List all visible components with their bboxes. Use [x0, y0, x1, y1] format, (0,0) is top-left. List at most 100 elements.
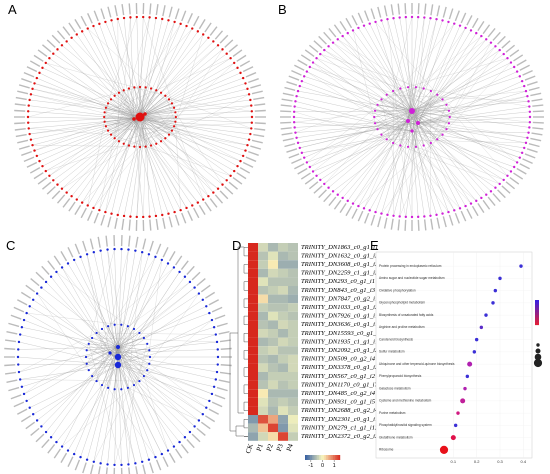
node: [135, 215, 139, 219]
heat-cell: [278, 389, 288, 398]
edge: [23, 346, 119, 395]
edge: [400, 19, 437, 146]
node-label: [404, 3, 407, 15]
edge: [294, 120, 409, 128]
heat-cell: [268, 406, 278, 415]
node: [126, 386, 129, 389]
node: [392, 141, 395, 145]
node: [435, 17, 438, 21]
node: [453, 22, 456, 25]
node: [87, 369, 90, 372]
node-label: [333, 24, 342, 35]
edge: [114, 343, 148, 465]
node: [172, 266, 176, 269]
node-label: [390, 4, 394, 16]
edge: [411, 101, 529, 112]
edge: [377, 104, 472, 204]
node: [86, 27, 89, 30]
hub: [410, 129, 414, 133]
node: [201, 413, 205, 416]
edge: [304, 110, 413, 158]
edge: [369, 23, 419, 124]
node: [520, 79, 524, 83]
edge: [109, 352, 218, 373]
node: [250, 115, 254, 119]
node: [527, 131, 530, 134]
node: [109, 133, 113, 136]
node: [66, 449, 70, 452]
edge: [117, 346, 150, 351]
y-tick-label: Cysteine and methionine metabolism: [379, 399, 432, 403]
heat-cell: [258, 423, 268, 433]
dot: [493, 288, 498, 293]
node-label: [300, 172, 311, 180]
node-label: [74, 204, 82, 215]
node-label: [168, 6, 173, 18]
edge: [143, 146, 146, 217]
node: [509, 170, 513, 173]
node: [246, 143, 249, 147]
node: [293, 105, 296, 108]
node: [72, 258, 76, 262]
edge: [145, 62, 235, 147]
edge: [342, 36, 413, 112]
node-label: [20, 415, 32, 423]
edge: [42, 67, 146, 115]
node-label: [168, 452, 176, 464]
node-label: [528, 142, 540, 148]
legend-swatch: [329, 455, 332, 460]
panel-letter: A: [8, 2, 17, 17]
node: [447, 109, 451, 112]
edge: [139, 53, 227, 118]
node-label: [42, 44, 52, 53]
node-label: [121, 4, 125, 16]
edge: [108, 103, 141, 118]
heat-cell: [278, 337, 288, 347]
heat-cell: [268, 311, 278, 321]
node: [31, 143, 34, 147]
node-label: [8, 322, 20, 328]
node: [16, 355, 20, 359]
node-label: [448, 214, 454, 226]
node: [27, 104, 30, 107]
node: [376, 128, 379, 131]
node: [106, 463, 109, 466]
node-label: [211, 401, 223, 408]
edge: [139, 90, 157, 118]
node: [376, 103, 379, 106]
edge: [139, 319, 213, 382]
heat-cell: [258, 380, 268, 390]
edge: [86, 346, 119, 351]
y-tick-label: Galactose metabolism: [379, 386, 411, 390]
edge: [411, 110, 424, 146]
edge: [139, 18, 163, 118]
node: [154, 455, 157, 459]
node-label: [175, 255, 183, 266]
node-label: [482, 24, 491, 35]
node: [109, 98, 113, 101]
node: [311, 170, 315, 173]
node: [453, 209, 456, 212]
edge: [407, 120, 508, 176]
node: [441, 133, 444, 136]
edge: [41, 287, 119, 348]
heat-cell: [278, 363, 288, 372]
edge: [386, 139, 526, 143]
node-label: [204, 291, 216, 299]
node-label: [436, 217, 441, 229]
edge: [93, 350, 150, 462]
node: [174, 120, 177, 123]
heat-cell: [258, 354, 268, 364]
node-label: [522, 158, 533, 165]
node-label: [13, 401, 25, 408]
node-label: [471, 17, 479, 29]
node-label: [204, 22, 212, 33]
node: [174, 111, 177, 114]
node: [155, 142, 158, 145]
edge: [61, 113, 146, 189]
node: [528, 110, 532, 113]
node-label: [339, 21, 347, 31]
node: [236, 66, 239, 70]
hub: [132, 117, 136, 121]
edge: [17, 356, 119, 366]
